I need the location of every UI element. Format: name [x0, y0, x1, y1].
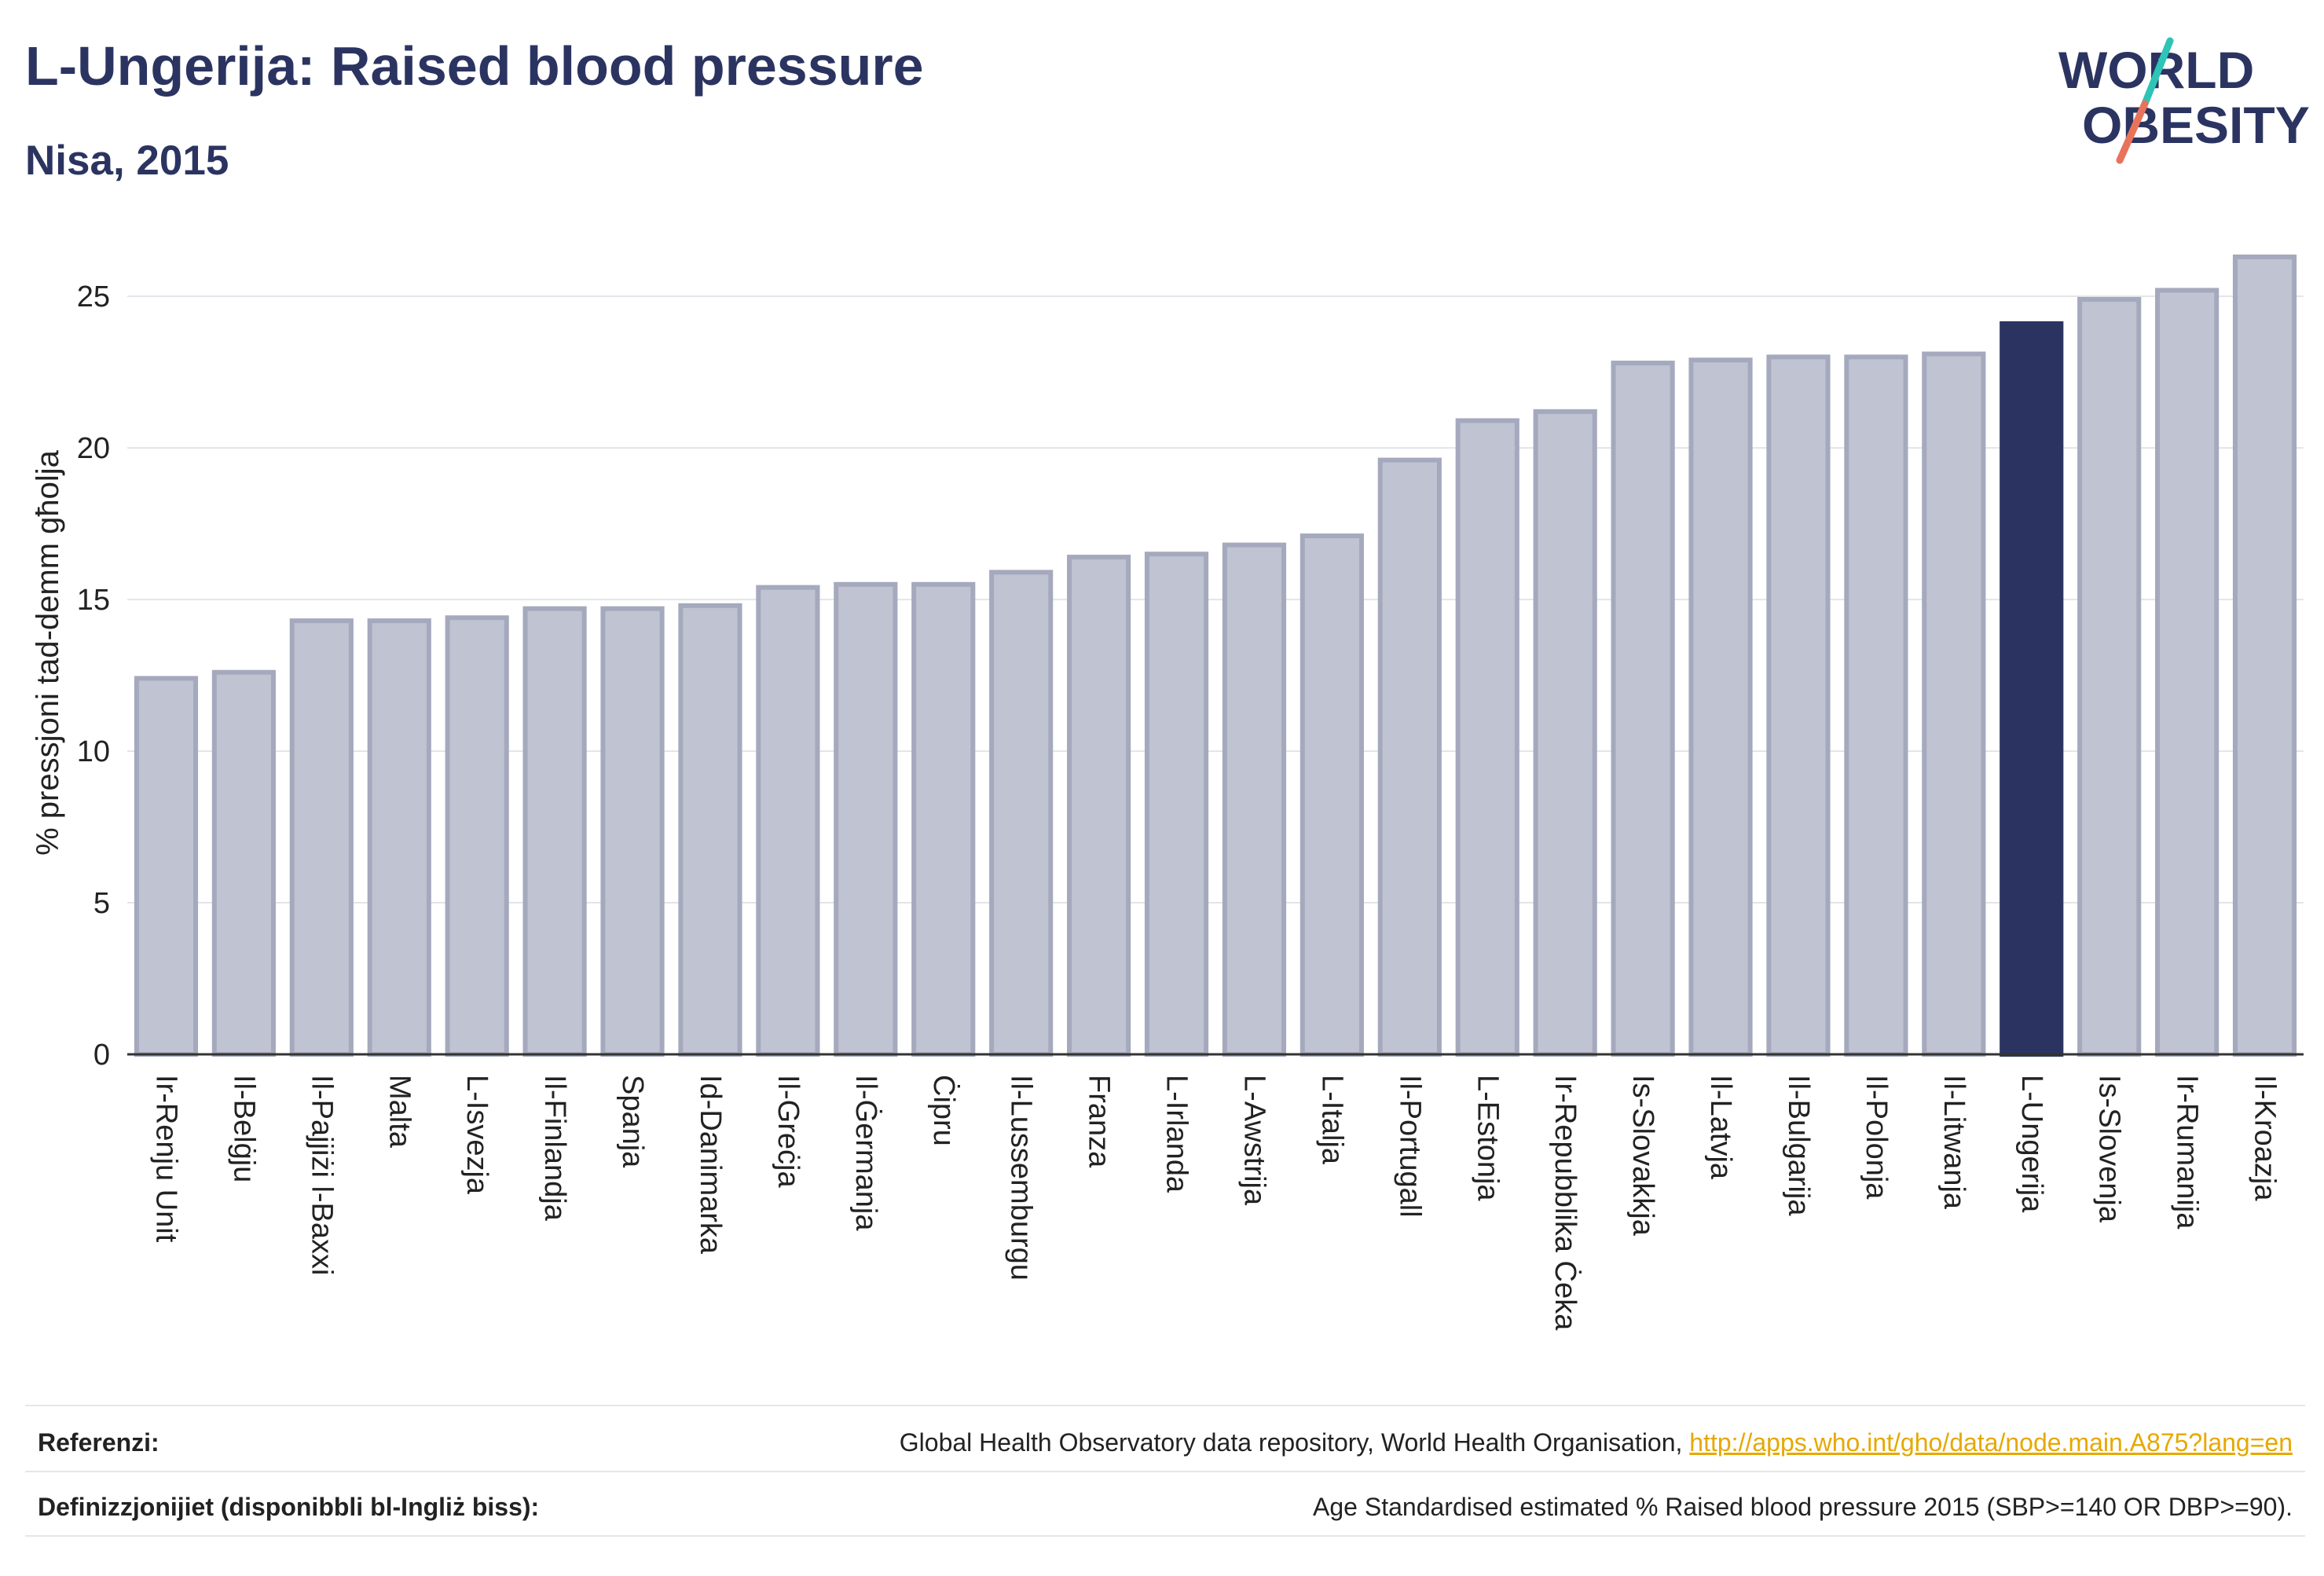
bar [756, 585, 820, 1057]
y-tick-label: 15 [77, 584, 110, 617]
x-tick-label: Is-Slovakkja [1626, 1075, 1659, 1237]
x-tick-label: Il-Pajjiżi l-Baxxi [305, 1075, 338, 1275]
bar [911, 581, 976, 1057]
bar [834, 581, 898, 1057]
references-link[interactable]: http://apps.who.int/gho/data/node.main.A… [1689, 1428, 2293, 1457]
definitions-label: Definizzjonijiet (disponibbli bl-Ingliż … [38, 1493, 540, 1521]
footer-divider-top [25, 1405, 2305, 1406]
references-label: Referenzi: [38, 1428, 159, 1457]
y-tick-labels: 0 5 10 15 20 25 [77, 280, 110, 1072]
x-tick-label: Ir-Rumanija [2171, 1075, 2204, 1230]
x-tick-label: Il-Litwanja [1937, 1075, 1970, 1210]
x-tick-label: Il-Bulgarija [1782, 1075, 1815, 1216]
bar [678, 603, 742, 1057]
x-tick-label: L-Awstrija [1237, 1075, 1270, 1206]
x-tick-label: Malta [383, 1075, 416, 1149]
bar [1377, 457, 1442, 1057]
bar [134, 676, 199, 1057]
logo-text-obesity: OBESITY [2082, 96, 2310, 154]
bar [600, 606, 665, 1057]
bar [289, 618, 354, 1057]
bar [1299, 533, 1364, 1057]
x-tick-label: Il-Lussemburgu [1005, 1075, 1038, 1281]
x-tick-label: Il-Portugall [1393, 1075, 1426, 1218]
bar [1222, 542, 1287, 1057]
x-tick-label: Is-Slovenja [2093, 1075, 2126, 1223]
bar [211, 669, 276, 1057]
chart-subtitle: Nisa, 2015 [25, 137, 229, 184]
x-tick-label: Il-Polonja [1860, 1075, 1893, 1200]
y-tick-label: 10 [77, 735, 110, 768]
x-tick-label: Ir-Renju Unit [149, 1075, 182, 1243]
bar [1922, 351, 1986, 1057]
y-tick-label: 20 [77, 432, 110, 465]
x-tick-label: Il-Finlandja [538, 1075, 571, 1222]
bar [1455, 418, 1519, 1057]
bars [134, 255, 2297, 1057]
definitions-text: Age Standardised estimated % Raised bloo… [1313, 1493, 2293, 1521]
bar [1844, 354, 1908, 1057]
y-axis-label: % pressjoni tad-demm għolja [31, 449, 65, 856]
y-tick-label: 25 [77, 280, 110, 313]
references-text: Global Health Observatory data repositor… [899, 1428, 1690, 1457]
x-tick-label: Il-Greċja [772, 1075, 805, 1188]
bar-highlighted [2000, 321, 2064, 1057]
y-tick-label: 5 [93, 887, 110, 920]
x-tick-label: Ir-Repubblika Ċeka [1549, 1075, 1583, 1331]
x-tick-label: Il-Belġju [227, 1075, 260, 1182]
bar [1688, 357, 1753, 1057]
x-tick-label: L-Isvezja [460, 1075, 493, 1195]
x-tick-label: Il-Latvja [1704, 1075, 1737, 1180]
x-tick-label: L-Irlanda [1160, 1075, 1193, 1193]
bar-chart: 0 5 10 15 20 25 Ir-Renju Unit Il-Belġju Il-Pajj… [31, 255, 2304, 1331]
bar [2077, 297, 2142, 1057]
bar [1766, 354, 1831, 1057]
x-tick-label: Spanja [616, 1075, 649, 1168]
footer-divider-bottom [25, 1535, 2305, 1537]
bar [1067, 555, 1131, 1057]
bar [1144, 552, 1209, 1057]
y-tick-label: 0 [93, 1039, 110, 1072]
logo-slash-teal [2141, 37, 2174, 108]
world-obesity-logo: WORLD OBESITY [2058, 37, 2310, 164]
bar [2232, 255, 2297, 1057]
x-tick-labels: Ir-Renju Unit Il-Belġju Il-Pajjiżi l-Baxxi… [149, 1075, 2281, 1331]
bar [989, 570, 1054, 1057]
x-tick-label: L-Italja [1315, 1075, 1348, 1165]
bar [367, 618, 431, 1057]
bar [1611, 361, 1675, 1057]
references-value: Global Health Observatory data repositor… [900, 1428, 2293, 1457]
bar [2155, 288, 2220, 1057]
x-tick-label: Ċipru [927, 1075, 962, 1146]
x-tick-label: Il-Kroazja [2249, 1075, 2282, 1201]
chart-title: L-Ungerija: Raised blood pressure [25, 35, 924, 97]
x-tick-label: Il-Ġermanja [849, 1075, 884, 1231]
x-tick-label: Id-Danimarka [694, 1075, 727, 1255]
x-tick-label: L-Ungerija [2015, 1075, 2048, 1213]
bar [445, 615, 509, 1057]
bar [1533, 409, 1597, 1057]
x-tick-label: L-Estonja [1471, 1075, 1504, 1201]
x-tick-label: Franza [1083, 1075, 1116, 1168]
logo-slash-coral [2116, 100, 2149, 164]
bar [522, 606, 587, 1057]
footer-divider-middle [25, 1471, 2305, 1472]
